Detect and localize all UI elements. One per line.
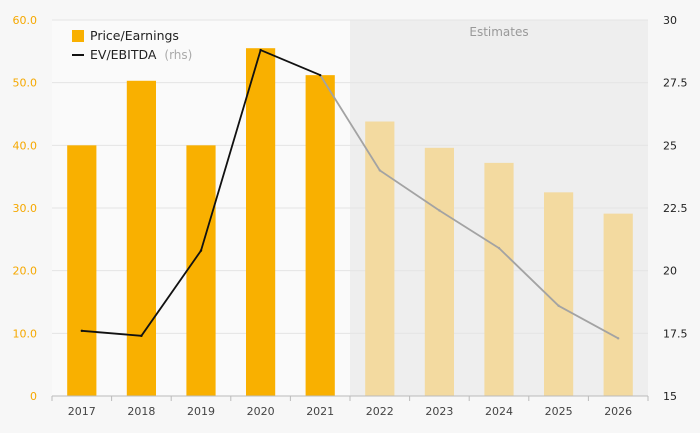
left-tick-label: 20.0 xyxy=(13,265,38,278)
bar-2026 xyxy=(603,213,633,396)
x-tick-label: 2019 xyxy=(187,405,215,418)
x-tick-label: 2018 xyxy=(127,405,155,418)
x-tick-label: 2020 xyxy=(247,405,275,418)
left-tick-label: 0 xyxy=(30,390,37,403)
legend-swatch-price-earnings xyxy=(72,30,84,42)
bar-2018 xyxy=(126,80,157,396)
right-tick-label: 30 xyxy=(663,14,677,27)
bar-2021 xyxy=(305,75,335,396)
left-tick-label: 50.0 xyxy=(13,77,38,90)
bar-2023 xyxy=(424,147,455,396)
left-tick-label: 30.0 xyxy=(13,202,38,215)
legend-label-ev-ebitda-name: EV/EBITDA xyxy=(90,47,157,62)
right-tick-label: 22.5 xyxy=(663,202,688,215)
line-series-ev-ebitda xyxy=(80,48,620,340)
x-tick-label: 2024 xyxy=(485,405,513,418)
right-tick-label: 20 xyxy=(663,265,677,278)
x-axis-ticks: 2017 2018 2019 2020 2021 2022 2023 2024 2025 2026 xyxy=(51,396,649,418)
right-tick-label: 27.5 xyxy=(663,77,688,90)
right-axis-ticks: 15 17.5 20 22.5 25 27.5 30 xyxy=(663,14,688,403)
line-point-2026 xyxy=(617,337,620,340)
x-tick-label: 2025 xyxy=(545,405,573,418)
line-point-2022 xyxy=(378,169,381,172)
legend-label-ev-ebitda: EV/EBITDA (rhs) xyxy=(90,47,192,62)
line-segment-estimate xyxy=(319,74,619,340)
line-point-2024 xyxy=(497,246,501,250)
x-tick-label: 2017 xyxy=(68,405,96,418)
x-tick-label: 2026 xyxy=(604,405,632,418)
left-tick-label: 10.0 xyxy=(13,327,38,340)
line-point-2021 xyxy=(319,73,322,77)
right-tick-label: 25 xyxy=(663,139,677,152)
legend: Price/Earnings EV/EBITDA (rhs) xyxy=(72,28,192,62)
line-point-2018 xyxy=(140,334,143,338)
line-point-2019 xyxy=(199,249,203,252)
line-point-2023 xyxy=(438,209,441,212)
estimates-label: Estimates xyxy=(469,25,528,39)
bar-2024 xyxy=(484,162,514,396)
bar-2019 xyxy=(186,145,216,396)
bar-2020 xyxy=(245,48,276,396)
left-axis-ticks: 0 10.0 20.0 30.0 40.0 50.0 60.0 xyxy=(13,14,38,403)
left-tick-label: 40.0 xyxy=(13,139,38,152)
line-point-2025 xyxy=(557,304,560,307)
legend-label-price-earnings: Price/Earnings xyxy=(90,28,179,43)
x-tick-label: 2023 xyxy=(425,405,453,418)
bar-2025 xyxy=(543,192,574,396)
line-point-2017 xyxy=(80,329,84,333)
right-tick-label: 15 xyxy=(663,390,677,403)
bar-2022 xyxy=(365,121,395,397)
x-tick-label: 2022 xyxy=(366,405,394,418)
bar-2017 xyxy=(67,145,97,396)
legend-label-rhs: (rhs) xyxy=(164,48,192,62)
line-point-2020 xyxy=(259,48,262,52)
right-tick-label: 17.5 xyxy=(663,327,688,340)
bar-series-price-earnings xyxy=(67,48,633,397)
x-tick-label: 2021 xyxy=(306,405,334,418)
left-tick-label: 60.0 xyxy=(13,14,38,27)
